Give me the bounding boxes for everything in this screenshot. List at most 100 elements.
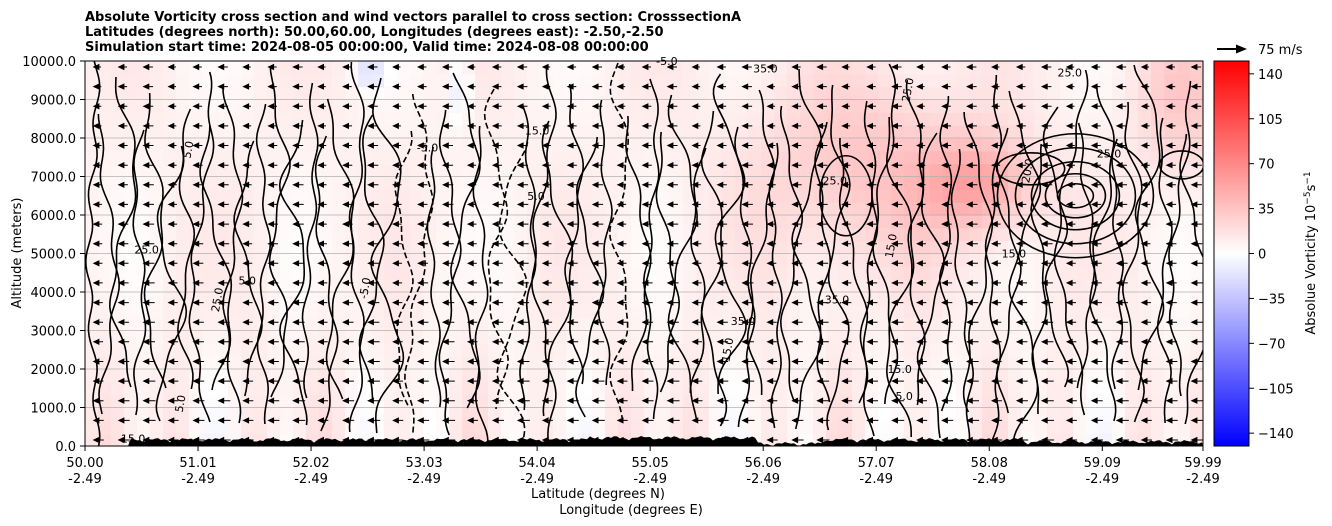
wind-vector: [866, 240, 877, 247]
vorticity-cell: [800, 227, 814, 242]
wind-vector: [392, 299, 403, 306]
wind-vector: [816, 377, 830, 385]
wind-vector: [1190, 397, 1203, 404]
wind-vector: [541, 279, 552, 287]
contour-line: [1168, 80, 1192, 397]
wind-vector: [292, 162, 304, 169]
vorticity-cell: [917, 73, 931, 88]
vorticity-cell: [1125, 138, 1139, 152]
vorticity-cell: [280, 215, 294, 229]
vorticity-cell: [631, 317, 645, 332]
vorticity-cell: [384, 163, 398, 178]
vorticity-cell: [800, 150, 814, 165]
vorticity-cell: [488, 420, 502, 434]
vorticity-cell: [618, 227, 632, 242]
vorticity-cell: [878, 292, 892, 306]
contour-line: [143, 92, 167, 389]
wind-vector: [392, 122, 401, 130]
wind-vector: [566, 279, 578, 287]
wind-vector: [641, 417, 654, 424]
wind-vector: [442, 260, 454, 267]
wind-vector: [117, 83, 128, 90]
wind-vector: [1015, 279, 1027, 287]
vorticity-cell: [150, 381, 164, 396]
contour-line: [1076, 122, 1097, 389]
vorticity-cell: [280, 369, 294, 383]
vorticity-cell: [176, 73, 190, 88]
wind-vector: [442, 299, 455, 306]
vorticity-cell: [371, 163, 385, 178]
vorticity-cell: [956, 420, 970, 434]
vorticity-cell: [891, 112, 905, 126]
wind-vector: [541, 122, 551, 130]
vorticity-cell: [670, 112, 684, 126]
contour-closed: [1044, 172, 1107, 219]
wind-vector: [1140, 299, 1151, 306]
vorticity-cell: [722, 99, 736, 113]
vorticity-cell: [930, 86, 944, 101]
wind-vector: [891, 201, 903, 208]
wind-vector: [716, 122, 727, 130]
wind-vector: [966, 260, 978, 267]
wind-vector: [192, 142, 203, 149]
vorticity-cell: [709, 163, 723, 178]
vorticity-cell: [1125, 227, 1139, 242]
vorticity-cell: [722, 86, 736, 101]
wind-vector: [392, 83, 401, 90]
wind-vector: [941, 397, 953, 404]
vorticity-cell: [1047, 369, 1061, 383]
wind-vector: [167, 83, 176, 90]
wind-vector: [1115, 260, 1128, 267]
vorticity-cell: [800, 215, 814, 229]
vorticity-cell: [878, 330, 892, 344]
colorbar-label-exp: −5: [1303, 191, 1313, 204]
vorticity-cell: [332, 215, 346, 229]
wind-vector: [916, 279, 927, 287]
vorticity-cell: [696, 407, 710, 421]
wind-vector: [92, 201, 102, 208]
vorticity-cell: [98, 433, 112, 446]
wind-vector: [891, 181, 903, 188]
wind-vector: [142, 417, 156, 424]
vorticity-cell: [930, 420, 944, 434]
wind-vector: [417, 338, 429, 345]
vorticity-cell: [98, 99, 112, 113]
vorticity-cell: [1021, 420, 1035, 434]
vorticity-cell: [1177, 356, 1191, 370]
vorticity-cell: [215, 330, 229, 344]
vorticity-cell: [176, 266, 190, 280]
vorticity-cell: [527, 176, 541, 190]
vorticity-cell: [1151, 420, 1165, 434]
vorticity-cell: [1021, 394, 1035, 409]
vorticity-cell: [553, 407, 567, 421]
wind-vector: [791, 220, 802, 228]
vorticity-cell: [1008, 112, 1022, 126]
wind-vector: [217, 181, 229, 188]
contour-line: [712, 73, 747, 395]
vorticity-cell: [670, 227, 684, 242]
wind-vector: [491, 103, 502, 110]
vorticity-cell: [696, 215, 710, 229]
vorticity-cell: [579, 86, 593, 101]
vorticity-cell: [150, 420, 164, 434]
wind-vector: [142, 103, 154, 110]
wind-vector: [367, 181, 379, 188]
vorticity-cell: [254, 240, 268, 255]
wind-vector: [866, 103, 876, 110]
wind-vector: [616, 358, 628, 365]
wind-vector: [1015, 220, 1027, 228]
wind-vector: [766, 319, 777, 326]
wind-vector: [766, 181, 776, 188]
vorticity-cell: [904, 163, 918, 178]
wind-vector: [1090, 240, 1102, 247]
vorticity-cell: [111, 86, 125, 101]
vorticity-cell: [98, 253, 112, 267]
vorticity-cell: [202, 394, 216, 409]
wind-vector: [791, 279, 803, 287]
wind-vector: [217, 63, 228, 71]
vorticity-cell: [839, 202, 853, 216]
wind-vector: [766, 220, 776, 228]
vorticity-cell: [1021, 176, 1035, 190]
vorticity-cell: [761, 304, 775, 319]
wind-vector: [791, 377, 804, 385]
